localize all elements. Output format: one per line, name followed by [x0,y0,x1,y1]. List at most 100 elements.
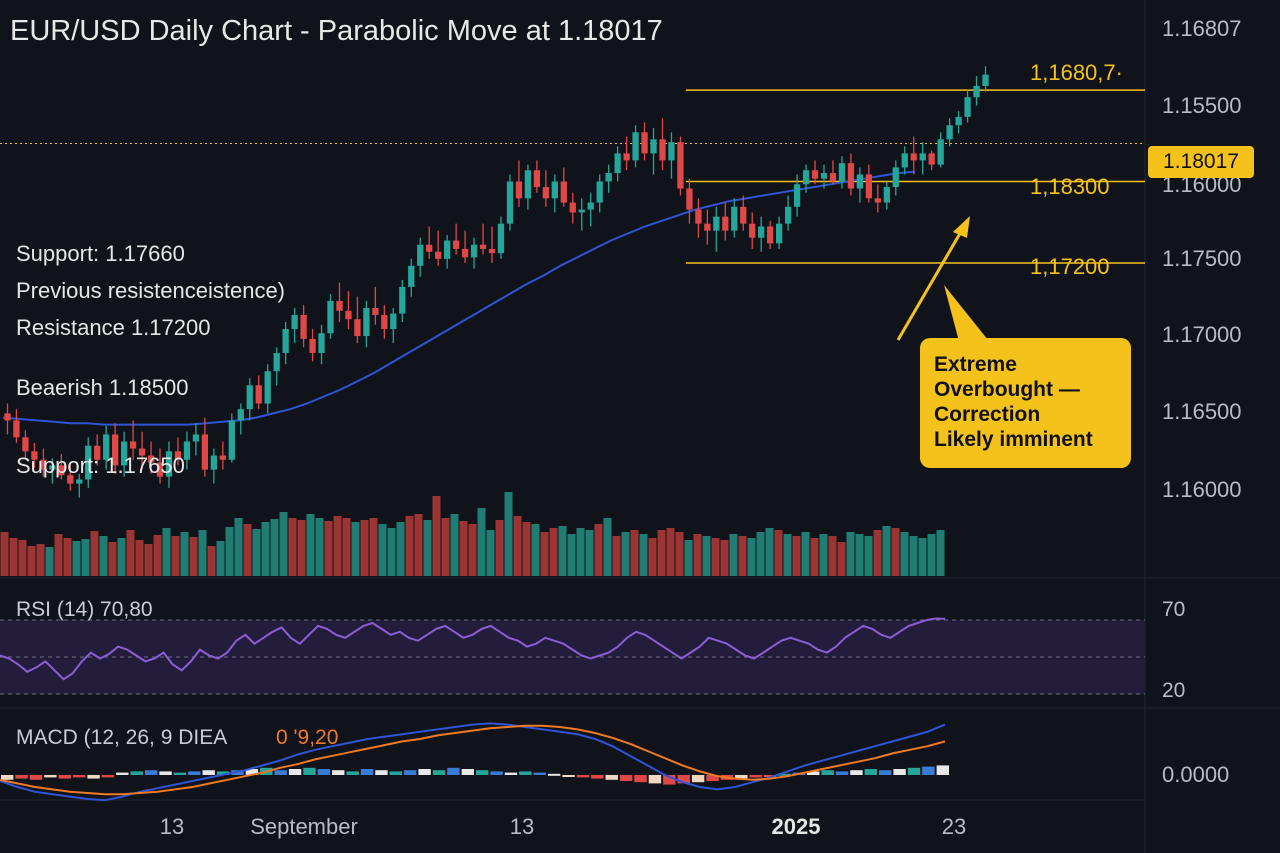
volume-bar [144,544,153,576]
volume-bar [576,528,585,576]
candle-body [488,248,496,254]
volume-bar [621,532,630,576]
candle-body [309,338,316,353]
volume-bar [666,528,675,576]
macd-histogram-bar [389,771,403,775]
candle-body [776,223,783,244]
volume-bar [648,538,657,576]
macd-histogram-bar [605,775,618,780]
candle-body [901,153,908,168]
x-axis-label: 13 [510,814,534,839]
candle-body [713,216,720,231]
candle-body [192,434,200,442]
candle-body [372,307,379,315]
volume-bar [513,516,522,576]
y-axis-label: 1.17000 [1162,322,1242,347]
candle-body [470,244,478,258]
volume-bar [531,524,540,576]
volume-bar [873,530,882,576]
volume-bar [117,538,126,576]
y-axis-label: 1.15500 [1162,93,1242,118]
candle-body [417,244,424,266]
candle-body [138,448,146,456]
volume-bar [162,528,171,576]
candle-body [129,441,137,449]
candle-body [291,315,298,330]
candle-body [587,202,594,210]
candle-body [820,173,828,179]
volume-bar [207,546,216,576]
candle-body [22,437,29,452]
candle-body [946,125,953,140]
macd-histogram-bar [144,770,158,775]
candle-body [273,352,280,372]
candle-body [659,139,666,161]
volume-bar [684,540,693,576]
candle-body [955,116,962,126]
x-axis-label: September [250,814,358,839]
candle-body [435,251,442,259]
volume-bar [81,539,90,576]
volume-bar [99,536,108,576]
candle-body [910,153,917,161]
volume-bar [549,528,558,576]
candle-body [865,174,873,199]
candle-body [641,132,648,154]
macd-histogram-bar [763,775,777,777]
macd-histogram-bar [547,773,561,776]
rsi-label: RSI (14) 70,80 [16,598,153,621]
candle-body [802,170,810,185]
volume-bar [90,531,99,576]
candle-body [49,465,56,470]
candle-body [165,451,173,477]
candle-body [246,385,253,410]
macd-histogram-bar [432,770,446,775]
macd-histogram-bar [418,769,431,775]
candle-body [103,434,110,460]
x-axis-label: 13 [160,814,184,839]
candle-body [183,441,191,460]
candle-body [560,181,567,203]
volume-bar [756,532,765,576]
macd-histogram-bar [317,769,331,775]
volume-bar [153,535,162,576]
candle-body [452,240,460,249]
candle-body [749,223,756,238]
callout-line: Overbought — [934,378,1080,401]
macd-histogram-bar [936,765,949,775]
volume-bar [72,541,81,576]
candle-body [838,163,846,182]
rsi-axis-20: 20 [1162,679,1185,702]
candle-body [228,420,235,460]
candle-body [533,170,541,188]
volume-bar [639,534,648,576]
candle-body [336,300,343,311]
candle-body [883,187,890,203]
volume-bar [828,536,837,576]
volume-bar [612,536,621,576]
annotation-bearish: Beaerish 1.18500 [16,375,188,400]
macd-histogram-bar [504,772,518,775]
macd-histogram-bar [807,771,820,775]
candle-body [515,181,523,199]
macd-histogram-bar [850,770,863,775]
volume-bar [720,540,729,576]
macd-histogram-bar [58,775,71,779]
candle-body [892,167,899,188]
candle-body [255,385,262,404]
macd-histogram-bar [735,775,748,779]
volume-bar [225,527,234,576]
volume-bar [360,520,369,576]
volume-bar [405,516,414,576]
volume-bar [819,534,828,576]
candle-body [524,170,532,199]
volume-bar [495,520,504,576]
candle-body [811,170,819,179]
volume-bar [729,534,738,576]
candle-body [58,465,65,476]
candle-body [210,455,217,470]
macd-histogram-bar [447,767,460,775]
candle-body [318,333,325,353]
candle-body [784,206,792,224]
candlesticks [4,66,989,498]
